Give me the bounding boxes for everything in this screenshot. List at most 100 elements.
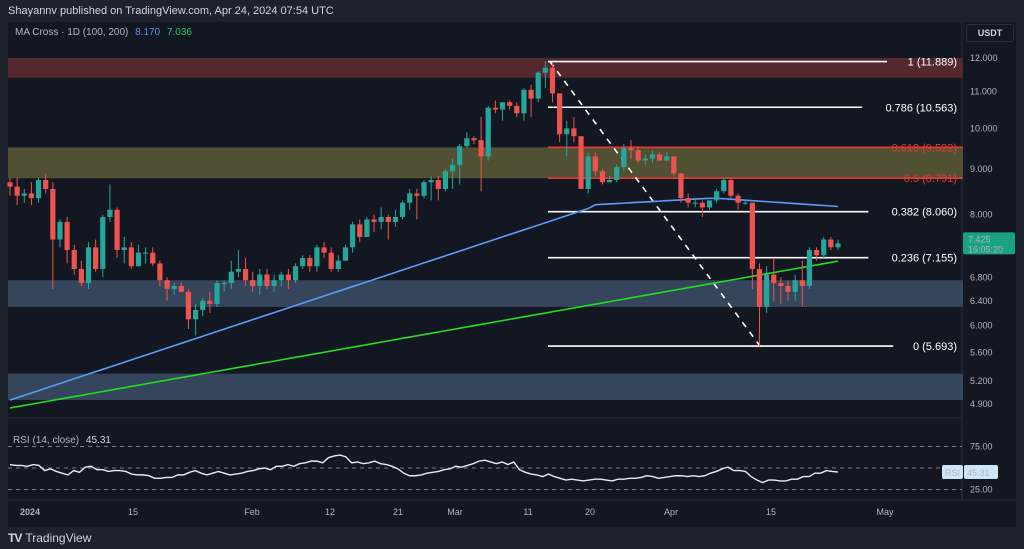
currency-button[interactable]: USDT: [966, 24, 1014, 42]
candle-body[interactable]: [585, 156, 591, 189]
candle-body[interactable]: [257, 274, 263, 287]
candle-body[interactable]: [692, 202, 698, 204]
candle-body[interactable]: [321, 247, 327, 253]
candle-body[interactable]: [499, 102, 506, 110]
candle-body[interactable]: [771, 274, 777, 284]
candle-body[interactable]: [128, 247, 134, 267]
candle-body[interactable]: [78, 268, 84, 284]
candle-body[interactable]: [678, 173, 684, 199]
candle-body[interactable]: [606, 179, 613, 183]
zone-resistance[interactable]: [8, 57, 963, 78]
candle-body[interactable]: [714, 191, 720, 201]
candle-body[interactable]: [521, 89, 527, 114]
candle-body[interactable]: [778, 283, 784, 287]
candle-body[interactable]: [314, 247, 320, 267]
candle-body[interactable]: [799, 280, 805, 287]
candle-body[interactable]: [742, 202, 748, 204]
candle-body[interactable]: [442, 171, 449, 189]
candle-body[interactable]: [378, 217, 384, 222]
candle-body[interactable]: [185, 291, 192, 320]
candle-body[interactable]: [428, 179, 434, 183]
candle-body[interactable]: [756, 268, 763, 307]
candle-body[interactable]: [621, 148, 627, 167]
candle-body[interactable]: [457, 146, 463, 165]
candle-body[interactable]: [728, 179, 734, 196]
candle-body[interactable]: [464, 138, 470, 147]
candle-body[interactable]: [107, 209, 113, 218]
candle-body[interactable]: [21, 193, 27, 196]
candle-body[interactable]: [135, 252, 142, 267]
candle-body[interactable]: [157, 263, 163, 281]
candle-body[interactable]: [28, 193, 35, 199]
candle-body[interactable]: [385, 217, 391, 222]
candle-body[interactable]: [735, 195, 741, 203]
candle-body[interactable]: [535, 72, 541, 99]
candle-body[interactable]: [300, 258, 306, 267]
candle-body[interactable]: [207, 300, 213, 304]
candle-body[interactable]: [50, 188, 56, 240]
candle-body[interactable]: [592, 156, 598, 172]
zone-support-2[interactable]: [8, 373, 963, 401]
candle-body[interactable]: [421, 182, 427, 196]
candle-body[interactable]: [821, 239, 827, 256]
candle-body[interactable]: [471, 138, 477, 141]
candle-body[interactable]: [449, 164, 456, 172]
candle-body[interactable]: [656, 154, 663, 161]
candle-body[interactable]: [785, 286, 791, 292]
candle-body[interactable]: [614, 166, 620, 180]
candle-body[interactable]: [121, 247, 127, 250]
candle-body[interactable]: [200, 300, 206, 310]
candle-body[interactable]: [478, 140, 484, 157]
candle-body[interactable]: [685, 198, 691, 203]
candle-body[interactable]: [764, 274, 770, 307]
candle-body[interactable]: [143, 252, 149, 254]
candle-body[interactable]: [635, 150, 641, 161]
candle-body[interactable]: [350, 224, 356, 248]
candle-body[interactable]: [649, 154, 656, 159]
candle-body[interactable]: [292, 266, 299, 281]
candle-body[interactable]: [264, 274, 270, 287]
candle-body[interactable]: [278, 274, 284, 281]
candle-body[interactable]: [371, 219, 377, 222]
candle-body[interactable]: [699, 202, 705, 208]
candle-body[interactable]: [485, 107, 491, 157]
candle-body[interactable]: [549, 67, 556, 94]
candle-body[interactable]: [114, 209, 120, 250]
zone-fib-golden-zone[interactable]: [8, 147, 963, 179]
candle-body[interactable]: [171, 286, 177, 289]
candle-body[interactable]: [85, 247, 92, 284]
candle-body[interactable]: [214, 283, 220, 304]
candle-body[interactable]: [57, 221, 63, 240]
candle-body[interactable]: [221, 283, 227, 285]
candle-body[interactable]: [671, 156, 677, 174]
candle-body[interactable]: [35, 179, 42, 199]
candle-body[interactable]: [242, 268, 249, 281]
candle-body[interactable]: [542, 67, 548, 73]
candle-body[interactable]: [507, 102, 513, 106]
candle-body[interactable]: [71, 249, 77, 269]
candle-body[interactable]: [399, 202, 406, 218]
candle-body[interactable]: [228, 271, 234, 284]
candle-body[interactable]: [357, 224, 363, 237]
candle-body[interactable]: [749, 202, 755, 269]
tradingview-logo[interactable]: TV TradingView: [8, 531, 91, 545]
candle-body[interactable]: [192, 309, 199, 320]
candle-body[interactable]: [813, 249, 820, 256]
candle-body[interactable]: [250, 280, 256, 287]
candle-body[interactable]: [835, 243, 841, 248]
candle-body[interactable]: [285, 274, 291, 281]
candle-body[interactable]: [150, 252, 156, 264]
candle-body[interactable]: [492, 107, 498, 110]
candle-body[interactable]: [664, 156, 670, 161]
candle-body[interactable]: [307, 258, 313, 267]
candle-body[interactable]: [557, 93, 563, 135]
candle-body[interactable]: [528, 89, 534, 99]
candle-body[interactable]: [392, 217, 399, 222]
candle-body[interactable]: [93, 247, 99, 269]
candle-body[interactable]: [435, 179, 441, 189]
candle-body[interactable]: [364, 219, 370, 237]
candle-body[interactable]: [514, 105, 520, 114]
candle-body[interactable]: [407, 193, 413, 203]
candle-body[interactable]: [342, 247, 349, 261]
